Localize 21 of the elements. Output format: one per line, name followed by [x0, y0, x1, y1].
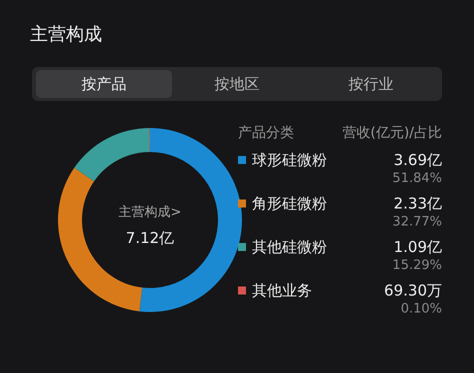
text: 按地区 [214, 75, 260, 93]
text: 营收(亿元)/占比 [342, 125, 442, 141]
text: 69.30万 [384, 282, 442, 300]
legend-label: 其他硅微粉 [252, 238, 327, 256]
text: 按产品 [82, 75, 126, 93]
text: 32.77% [392, 214, 442, 230]
text: 51.84% [392, 171, 442, 186]
text: 3.69亿 [394, 151, 442, 169]
text: 15.29% [392, 258, 442, 273]
text: 0.10% [400, 302, 442, 316]
chart-title: 主营构成 [30, 24, 102, 45]
legend-label: 球形硅微粉 [252, 151, 327, 169]
text: 1.09亿 [394, 238, 442, 256]
legend-title: 产品分类 [238, 125, 294, 141]
donut-slice [74, 128, 150, 182]
text: 按行业 [348, 75, 394, 93]
text: 7.12亿 [126, 229, 174, 247]
legend-label: 其他业务 [252, 282, 312, 300]
text: 2.33亿 [394, 194, 442, 212]
legend-label: 角形硅微粉 [252, 194, 327, 212]
text: 主营构成> [118, 204, 182, 220]
